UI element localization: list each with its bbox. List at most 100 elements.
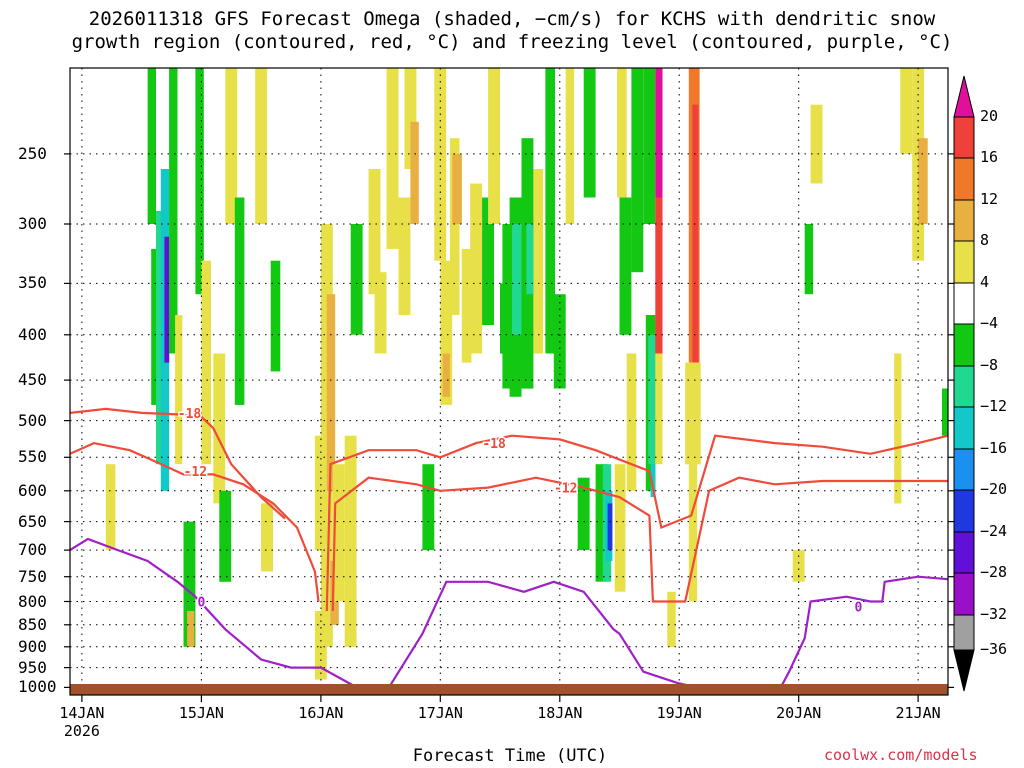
omega-cell [368,169,381,295]
omega-cell [147,68,156,224]
ground-strip [70,684,948,695]
colorbar-bin [953,489,975,533]
colorbar-bin [953,199,975,242]
omega-cell [655,68,663,198]
colorbar-bin [953,448,975,491]
y-tick-label: 850 [18,614,47,634]
omega-cell [482,197,494,325]
contour-line [325,434,948,612]
colorbar-bin [953,531,975,574]
colorbar-bin [953,282,975,325]
omega-cell [434,68,447,261]
omega-cell [804,224,814,295]
omega-cell [398,197,411,315]
y-tick-label: 750 [18,566,47,586]
colorbar-label: 20 [980,107,999,125]
omega-cell [545,68,555,354]
colorbar-label: 4 [980,273,990,291]
omega-cell [270,260,281,372]
omega-cell [164,236,170,363]
y-tick-label: 1000 [18,677,57,697]
grid-lines [70,68,948,695]
omega-cell [565,68,575,224]
y-tick-label: 300 [18,214,47,233]
omega-cell [225,68,238,224]
omega-cell [452,153,462,225]
omega-cell [533,169,544,354]
omega-cell [213,353,226,504]
omega-cell [692,104,699,363]
omega-cell [900,68,913,154]
contour-label: 0 [854,600,862,615]
y-tick-label: 250 [18,143,47,163]
colorbar-label: −36 [980,640,1008,658]
omega-cell [650,464,656,498]
x-tick-label: 18JAN [537,704,583,722]
colorbar-bin [953,406,975,450]
omega-cell [792,550,805,582]
x-axis-title: Forecast Time (UTC) [412,746,608,766]
omega-cell [169,68,178,354]
omega-cell [648,334,656,465]
omega-cell [942,388,948,436]
colorbar-bin [953,365,975,408]
colorbar-top-arrow [953,75,975,118]
colorbar-bin [953,157,975,201]
y-tick-label: 800 [18,591,47,611]
contour-line [70,441,320,602]
y-tick-label: 900 [18,636,47,656]
contour-label: -18 [178,407,202,422]
omega-cell [614,464,626,592]
omega-cell [488,68,500,224]
omega-cell [449,138,460,315]
y-tick-label: 650 [18,511,47,531]
omega-cell [583,68,596,198]
colorbar-label: 8 [980,231,990,249]
contour-label: -12 [554,482,577,497]
omega-cell [350,224,363,335]
y-tick-label: 450 [18,370,47,390]
colorbar-label: 12 [980,190,999,208]
axis-ticks [64,153,954,702]
omega-cell [255,68,268,224]
omega-cell [810,104,823,184]
omega-cell [918,138,928,225]
y-tick-label: 950 [18,657,47,677]
y-tick-label: 700 [18,540,47,560]
omega-cell [386,68,399,249]
x-tick-label: 17JAN [417,704,463,722]
contour-line [70,407,286,520]
colorbar-label: −24 [980,522,1008,540]
contour-label: 0 [197,596,205,611]
omega-cell [422,464,435,551]
colorbar-bin [953,240,975,284]
colorbar [953,75,975,692]
colorbar-label: −16 [980,439,1008,457]
omega-cell [442,353,450,397]
omega-cell [344,435,357,647]
omega-cell [461,248,472,363]
plot-frame [69,67,949,696]
omega-cell [626,353,637,491]
omega-cell [607,503,613,551]
colorbar-label: −20 [980,480,1008,498]
y-tick-label: 550 [18,447,47,467]
chart-title-line-1: 2026011318 GFS Forecast Omega (shaded, −… [88,8,936,30]
omega-cell [502,224,512,389]
omega-cell [643,68,656,224]
x-tick-label: 16JAN [298,704,344,722]
x-tick-label: 14JAN [59,704,105,722]
omega-cell [526,224,534,295]
y-tick-label: 500 [18,410,47,430]
x-tick-label: 21JAN [895,704,941,722]
omega-cell [201,260,211,465]
y-tick-label: 600 [18,480,47,500]
credit-link[interactable]: coolwx.com/models [824,746,978,764]
colorbar-label: −12 [980,397,1008,415]
omega-cell [631,68,644,273]
colorbar-bin [953,614,975,651]
omega-cell [617,68,627,198]
omega-cell [234,197,245,405]
omega-cell [577,477,590,551]
